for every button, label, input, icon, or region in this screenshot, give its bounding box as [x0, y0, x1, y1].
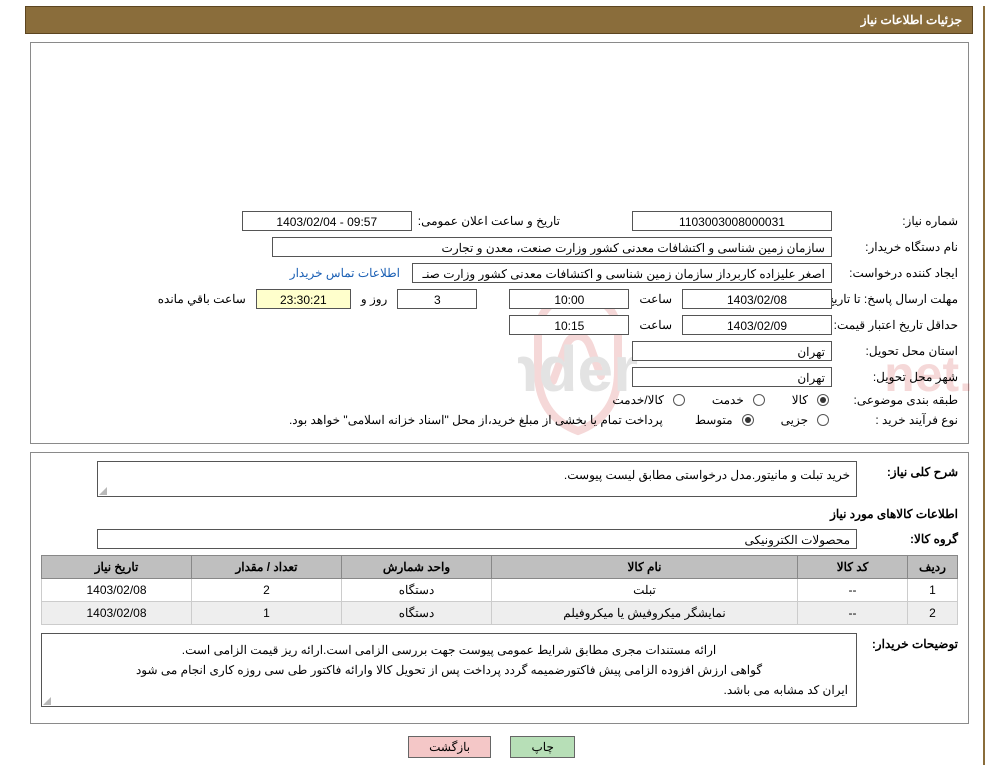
print-button[interactable]: چاپ [510, 736, 574, 758]
cell-qty: 2 [192, 579, 342, 602]
days-remaining-value: 3 [397, 289, 477, 309]
th-name: نام کالا [492, 556, 798, 579]
resize-handle-icon[interactable] [43, 697, 51, 705]
need-no-value: 1103003008000031 [632, 211, 832, 231]
radio-goods[interactable] [817, 394, 829, 406]
resize-handle-icon[interactable] [99, 487, 107, 495]
city-value: تهران [632, 367, 832, 387]
cell-name: نمایشگر میکروفیش یا میکروفیلم [492, 602, 798, 625]
cell-code: -- [798, 602, 908, 625]
th-row: ردیف [908, 556, 958, 579]
city-label: شهر محل تحویل: [838, 370, 958, 384]
need-no-label: شماره نیاز: [838, 214, 958, 228]
cell-unit: دستگاه [342, 579, 492, 602]
cell-qty: 1 [192, 602, 342, 625]
th-qty: تعداد / مقدار [192, 556, 342, 579]
cell-name: تبلت [492, 579, 798, 602]
validity-time-label: ساعت [639, 318, 672, 332]
cell-code: -- [798, 579, 908, 602]
group-label: گروه کالا: [863, 532, 958, 546]
purchase-type-label: نوع فرآیند خرید : [838, 413, 958, 427]
cell-date: 1403/02/08 [42, 602, 192, 625]
th-code: کد کالا [798, 556, 908, 579]
validity-date-value: 1403/02/09 [682, 315, 832, 335]
table-row: 1 -- تبلت دستگاه 2 1403/02/08 [42, 579, 958, 602]
province-label: استان محل تحویل: [838, 344, 958, 358]
buyer-notes-line: ایران کد مشابه می باشد. [50, 680, 848, 700]
overall-desc-text: خرید تبلت و مانیتور.مدل درخواستی مطابق ل… [564, 468, 850, 482]
th-unit: واحد شمارش [342, 556, 492, 579]
cell-rownum: 2 [908, 602, 958, 625]
buyer-org-label: نام دستگاه خریدار: [838, 240, 958, 254]
cell-unit: دستگاه [342, 602, 492, 625]
overall-desc-textarea[interactable]: خرید تبلت و مانیتور.مدل درخواستی مطابق ل… [97, 461, 857, 497]
radio-service-label: خدمت [712, 393, 744, 407]
purchase-note: پرداخت تمام یا بخشی از مبلغ خرید،از محل … [289, 413, 663, 427]
overall-desc-label: شرح کلی نیاز: [863, 461, 958, 479]
days-label: روز و [361, 292, 388, 306]
radio-goods-label: کالا [792, 393, 808, 407]
radio-medium-label: متوسط [695, 413, 733, 427]
button-bar: چاپ بازگشت [0, 736, 983, 758]
panel-header: جزئیات اطلاعات نیاز [25, 6, 973, 34]
need-info-section: AriaTender .net شماره نیاز: 110300300800… [30, 42, 969, 444]
back-button[interactable]: بازگشت [408, 736, 491, 758]
requester-value: اصغر علیزاده کاربرداز سازمان زمین شناسی … [412, 263, 832, 283]
buyer-notes-textarea[interactable]: ارائه مستندات مجری مطابق شرایط عمومی پیو… [41, 633, 857, 707]
radio-both-label: کالا/خدمت [612, 393, 663, 407]
validity-label: حداقل تاریخ اعتبار قیمت: تا تاریخ: [838, 318, 958, 332]
validity-time-value: 10:15 [509, 315, 629, 335]
items-table: ردیف کد کالا نام کالا واحد شمارش تعداد /… [41, 555, 958, 625]
category-label: طبقه بندی موضوعی: [838, 393, 958, 407]
province-value: تهران [632, 341, 832, 361]
deadline-time-value: 10:00 [509, 289, 629, 309]
buyer-notes-line: گواهی ارزش افزوده الزامی پیش فاکتورضمیمه… [50, 660, 848, 680]
radio-medium[interactable] [742, 414, 754, 426]
radio-minor-label: جزیی [781, 413, 808, 427]
deadline-time-label: ساعت [639, 292, 672, 306]
items-heading: اطلاعات کالاهای مورد نیاز [41, 507, 958, 521]
deadline-date-value: 1403/02/08 [682, 289, 832, 309]
radio-minor[interactable] [817, 414, 829, 426]
radio-service[interactable] [753, 394, 765, 406]
deadline-label: مهلت ارسال پاسخ: تا تاریخ: [838, 292, 958, 306]
countdown-value: 23:30:21 [256, 289, 351, 309]
requester-label: ایجاد کننده درخواست: [838, 266, 958, 280]
description-section: شرح کلی نیاز: خرید تبلت و مانیتور.مدل در… [30, 452, 969, 724]
announce-label: تاریخ و ساعت اعلان عمومی: [418, 214, 560, 228]
announce-value: 1403/02/04 - 09:57 [242, 211, 412, 231]
th-date: تاریخ نیاز [42, 556, 192, 579]
countdown-suffix: ساعت باقي مانده [158, 292, 246, 306]
buyer-notes-line: ارائه مستندات مجری مطابق شرایط عمومی پیو… [50, 640, 848, 660]
cell-date: 1403/02/08 [42, 579, 192, 602]
table-row: 2 -- نمایشگر میکروفیش یا میکروفیلم دستگا… [42, 602, 958, 625]
radio-both[interactable] [673, 394, 685, 406]
group-value: محصولات الکترونیکی [97, 529, 857, 549]
buyer-contact-link[interactable]: اطلاعات تماس خریدار [290, 266, 400, 280]
buyer-notes-label: توضیحات خریدار: [863, 633, 958, 651]
buyer-org-value: سازمان زمین شناسی و اکتشافات معدنی کشور … [272, 237, 832, 257]
cell-rownum: 1 [908, 579, 958, 602]
